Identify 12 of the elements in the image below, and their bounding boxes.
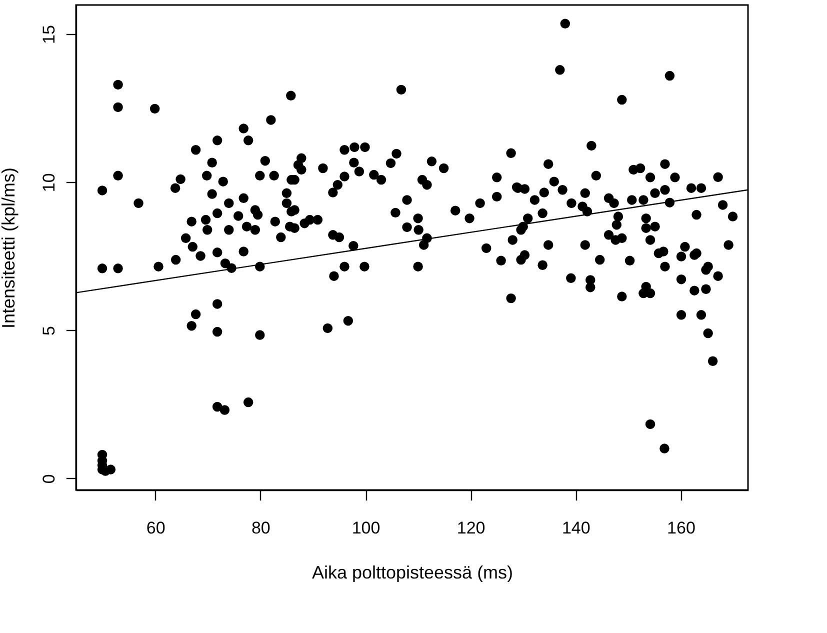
y-tick-label: 0	[40, 474, 58, 484]
x-axis-title: Aika polttopisteessä (ms)	[312, 562, 514, 582]
x-tick-label: 80	[251, 518, 270, 538]
y-tick-label: 5	[40, 326, 58, 336]
x-tick-label: 120	[456, 518, 486, 538]
x-tick-label: 140	[562, 518, 590, 538]
x-tick-label: 160	[667, 518, 696, 538]
x-tick-label: 60	[146, 518, 166, 538]
x-tick-label: 100	[352, 518, 380, 538]
y-tick-label: 10	[40, 173, 58, 192]
y-tick-label: 15	[40, 25, 58, 44]
y-axis-title: Intensiteetti (kpl/ms)	[0, 167, 18, 329]
